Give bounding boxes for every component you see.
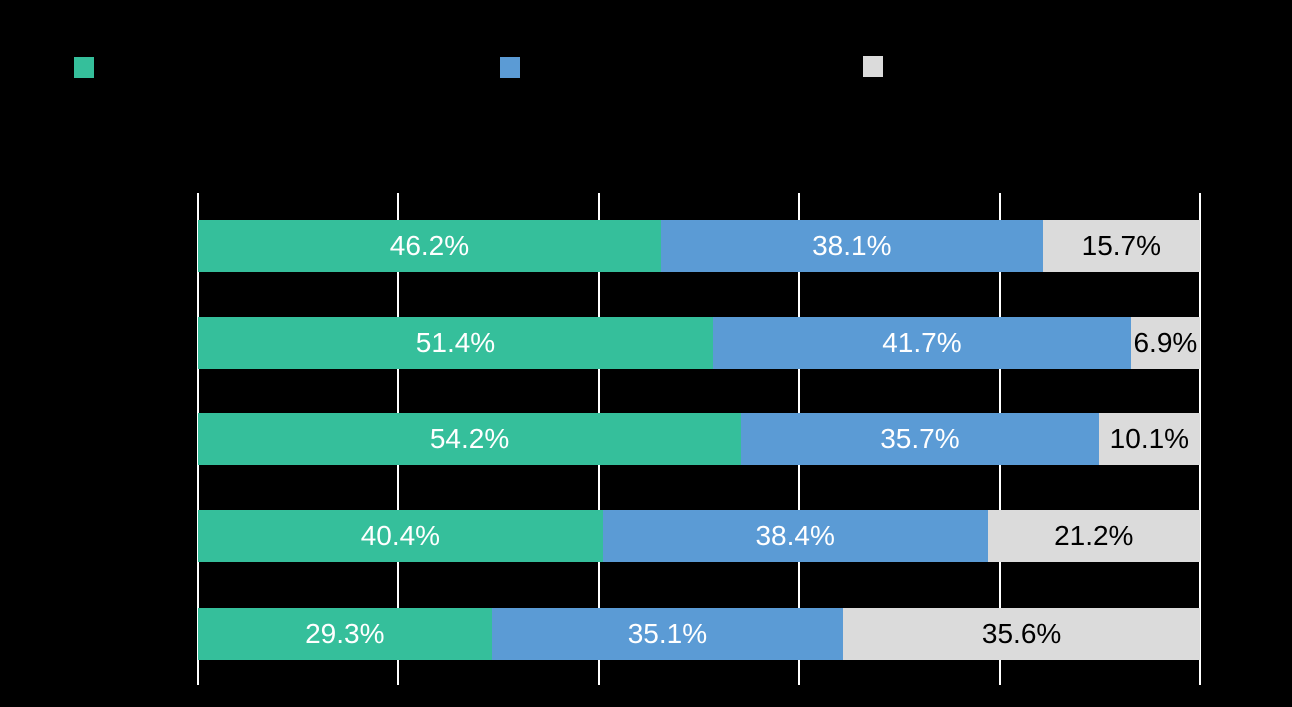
legend-swatch-series-3-swatch bbox=[863, 56, 883, 77]
x-axis-tick-80pct bbox=[998, 663, 1001, 685]
x-axis-tick-20pct bbox=[397, 663, 400, 685]
bar-row-4: 40.4% 38.4% 21.2% bbox=[198, 510, 1200, 562]
bar-segment-row4-series2: 38.4% bbox=[602, 510, 988, 562]
bar-segment-row5-series2: 35.1% bbox=[491, 608, 844, 660]
bar-segment-row1-series3: 15.7% bbox=[1042, 220, 1200, 272]
x-axis-tick-0pct bbox=[197, 663, 199, 685]
legend-swatch-series-1-swatch bbox=[74, 57, 94, 78]
bar-segment-row4-series1: 40.4% bbox=[198, 510, 603, 562]
bar-segment-row1-series1: 46.2% bbox=[198, 220, 661, 272]
bar-segment-row3-series1: 54.2% bbox=[198, 413, 742, 465]
bar-segment-row5-series3: 35.6% bbox=[843, 608, 1200, 660]
legend-swatch-series-2-swatch bbox=[500, 57, 520, 78]
bar-row-3: 54.2% 35.7% 10.1% bbox=[198, 413, 1200, 465]
bar-row-5: 29.3% 35.1% 35.6% bbox=[198, 608, 1200, 660]
bar-segment-row4-series3: 21.2% bbox=[987, 510, 1200, 562]
gridline-100pct bbox=[1199, 193, 1201, 663]
bar-segment-row2-series3: 6.9% bbox=[1130, 317, 1200, 369]
bar-segment-row5-series1: 29.3% bbox=[198, 608, 492, 660]
bar-segment-row2-series2: 41.7% bbox=[713, 317, 1131, 369]
x-axis-tick-40pct bbox=[597, 663, 600, 685]
plot-area: 46.2% 38.1% 15.7% 51.4% 41.7% 6.9% 54.2% 35.7% 1… bbox=[197, 193, 1201, 685]
x-axis-tick-100pct bbox=[1199, 663, 1201, 685]
bar-segment-row2-series1: 51.4% bbox=[198, 317, 714, 369]
bar-segment-row3-series3: 10.1% bbox=[1098, 413, 1200, 465]
bar-segment-row3-series2: 35.7% bbox=[741, 413, 1099, 465]
bar-row-2: 51.4% 41.7% 6.9% bbox=[198, 317, 1200, 369]
bar-segment-row1-series2: 38.1% bbox=[660, 220, 1043, 272]
x-axis-tick-60pct bbox=[798, 663, 801, 685]
bar-row-1: 46.2% 38.1% 15.7% bbox=[198, 220, 1200, 272]
